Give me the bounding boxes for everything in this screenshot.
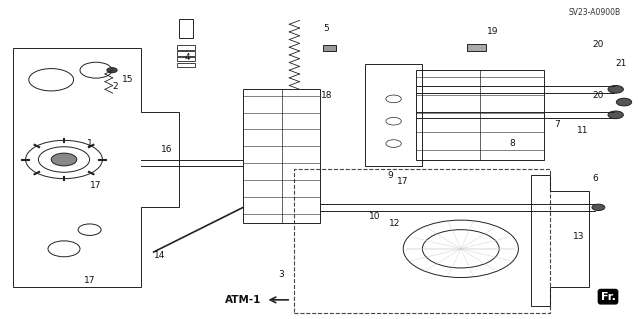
Circle shape [51,153,77,166]
Text: 13: 13 [573,232,585,241]
Text: 10: 10 [369,212,380,221]
Text: 18: 18 [321,91,332,100]
Circle shape [608,85,623,93]
Circle shape [608,111,623,119]
Text: 19: 19 [487,27,499,36]
Text: SV23-A0900B: SV23-A0900B [569,8,621,17]
Text: 17: 17 [90,181,102,189]
Text: 20: 20 [593,40,604,49]
Text: 6: 6 [593,174,598,183]
Bar [416,70,544,160]
Bar [365,64,422,166]
Text: Fr.: Fr. [600,292,616,302]
Text: 15: 15 [122,75,134,84]
Text: 14: 14 [154,251,166,260]
Bar [179,19,193,38]
Bar [323,45,336,51]
Circle shape [592,204,605,211]
Bar [294,169,550,313]
Text: 11: 11 [577,126,588,135]
Text: ATM-1: ATM-1 [225,295,261,305]
Text: 12: 12 [389,219,401,228]
Text: 7: 7 [554,120,559,129]
Text: 17: 17 [84,276,95,285]
Text: 5: 5 [324,24,329,33]
Circle shape [616,98,632,106]
Text: 2: 2 [113,82,118,91]
Text: 21: 21 [615,59,627,68]
Text: 17: 17 [397,177,409,186]
Text: 20: 20 [593,91,604,100]
Bar [177,63,195,67]
Text: 8: 8 [509,139,515,148]
Bar [177,45,195,50]
Text: 1: 1 [87,139,92,148]
Text: 4: 4 [185,53,190,62]
Bar [467,44,486,51]
Bar [177,57,195,61]
Text: 9: 9 [388,171,393,180]
Text: 3: 3 [279,270,284,279]
Circle shape [107,68,117,73]
Text: 16: 16 [161,145,172,154]
Bar [243,89,320,223]
Bar [177,51,195,56]
